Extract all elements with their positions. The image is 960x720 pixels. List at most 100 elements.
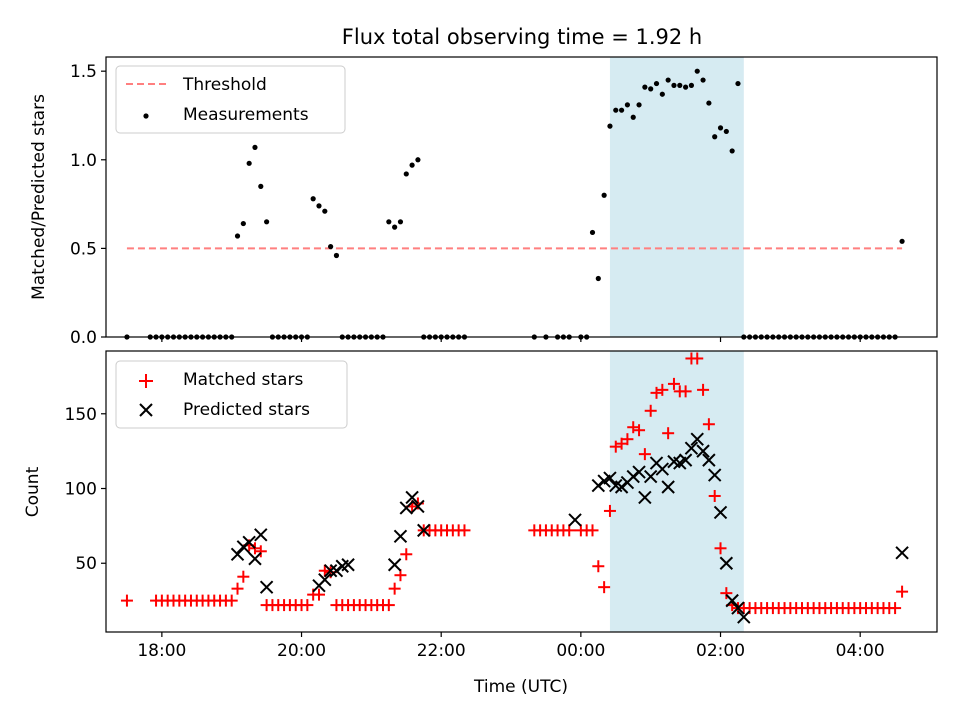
measurement-point xyxy=(316,203,322,209)
matched-point xyxy=(656,383,669,396)
measurement-point xyxy=(683,84,689,90)
measurement-point xyxy=(246,160,252,166)
predicted-point xyxy=(655,462,670,476)
top-legend: Threshold Measurements xyxy=(115,65,346,134)
measurement-point xyxy=(653,80,660,87)
matched-point xyxy=(644,404,657,417)
predicted-point xyxy=(393,529,408,544)
matched-point xyxy=(697,383,710,396)
measurement-point xyxy=(630,114,636,120)
matched-point xyxy=(382,599,395,612)
predicted-point xyxy=(684,441,699,455)
measurement-point xyxy=(665,77,671,83)
bottom-legend: Matched stars Predicted stars xyxy=(115,360,348,429)
predicted-point xyxy=(259,580,274,594)
matched-point xyxy=(691,352,704,365)
legend-predicted-label: Predicted stars xyxy=(183,400,310,420)
matched-point xyxy=(638,448,651,461)
ytick-label: 0.5 xyxy=(70,239,97,259)
predicted-point xyxy=(405,490,419,505)
matched-point xyxy=(318,564,331,577)
measurement-point xyxy=(648,86,654,92)
matched-point xyxy=(254,545,267,558)
matched-point xyxy=(598,581,611,594)
predicted-point xyxy=(725,593,739,608)
measurement-point xyxy=(624,102,631,108)
predicted-point xyxy=(248,552,262,566)
measurement-point xyxy=(723,128,729,135)
top-legend-box xyxy=(115,65,346,134)
matched-point xyxy=(679,385,692,398)
measurement-point xyxy=(234,233,241,239)
measurement-point xyxy=(613,107,619,113)
legend-matched-swatch xyxy=(139,374,153,388)
measurement-point xyxy=(252,144,258,150)
predicted-point xyxy=(737,610,751,624)
ytick-label: 1.0 xyxy=(70,151,97,171)
bottom-shaded-region xyxy=(609,351,744,632)
matched-point xyxy=(621,433,634,446)
predicted-point xyxy=(399,501,413,515)
predicted-point xyxy=(411,499,425,514)
matched-point xyxy=(586,524,599,537)
measurement-point xyxy=(636,102,642,108)
xtick-label: 20:00 xyxy=(277,641,326,661)
ytick-label: 150 xyxy=(65,405,97,425)
matched-point xyxy=(563,524,576,537)
top-panel: 0.0 0.5 1.0 1.5 Matched/Predicted stars Thr… xyxy=(29,56,938,348)
matched-point xyxy=(400,548,413,561)
measurement-point xyxy=(310,196,316,202)
bottom-xlabel: Time (UTC) xyxy=(473,677,568,697)
ytick-label: 100 xyxy=(65,480,97,500)
predicted-point xyxy=(417,523,431,538)
measurement-point xyxy=(706,100,712,106)
predicted-point xyxy=(603,471,617,485)
matched-point xyxy=(225,594,238,607)
predicted-point xyxy=(242,535,256,550)
predicted-point xyxy=(638,490,652,505)
matched-point xyxy=(458,524,471,537)
matched-point xyxy=(720,587,733,600)
measurement-point xyxy=(607,123,613,129)
bottom-axes-frame xyxy=(105,350,938,633)
measurement-point xyxy=(601,192,607,198)
matched-point xyxy=(633,424,646,437)
matched-point xyxy=(231,582,244,595)
predicted-point xyxy=(643,469,658,484)
legend-matched-label: Matched stars xyxy=(183,370,303,390)
matched-point xyxy=(388,582,401,595)
measurement-point xyxy=(403,171,409,177)
measurement-point xyxy=(729,148,735,154)
measurement-point xyxy=(328,244,334,250)
predicted-point xyxy=(702,453,716,467)
chart-title: Flux total observing time = 1.92 h xyxy=(342,25,702,49)
measurement-point xyxy=(694,68,700,74)
matched-point xyxy=(237,570,250,583)
measurement-point xyxy=(415,157,421,163)
measurement-point xyxy=(333,252,340,259)
xtick-label: 04:00 xyxy=(836,641,885,661)
measurement-point xyxy=(712,134,718,140)
measurement-point xyxy=(671,82,677,88)
measurement-point xyxy=(735,80,741,87)
xtick-label: 22:00 xyxy=(417,641,466,661)
predicted-point xyxy=(341,558,355,572)
xtick-label: 02:00 xyxy=(696,641,745,661)
predicted-point xyxy=(713,505,728,520)
predicted-point xyxy=(707,468,722,482)
matched-point xyxy=(301,599,314,612)
predicted-point xyxy=(696,444,710,458)
matched-point xyxy=(702,418,715,431)
measurement-point xyxy=(642,84,648,90)
ytick-label: 1.5 xyxy=(70,62,97,82)
predicted-point xyxy=(387,558,402,572)
predicted-point xyxy=(731,601,745,615)
bottom-legend-box xyxy=(115,360,348,429)
measurement-point xyxy=(717,125,724,131)
measurement-point xyxy=(595,275,601,282)
predicted-point xyxy=(895,546,909,560)
measurement-point xyxy=(240,220,246,227)
measurement-point xyxy=(899,238,905,244)
